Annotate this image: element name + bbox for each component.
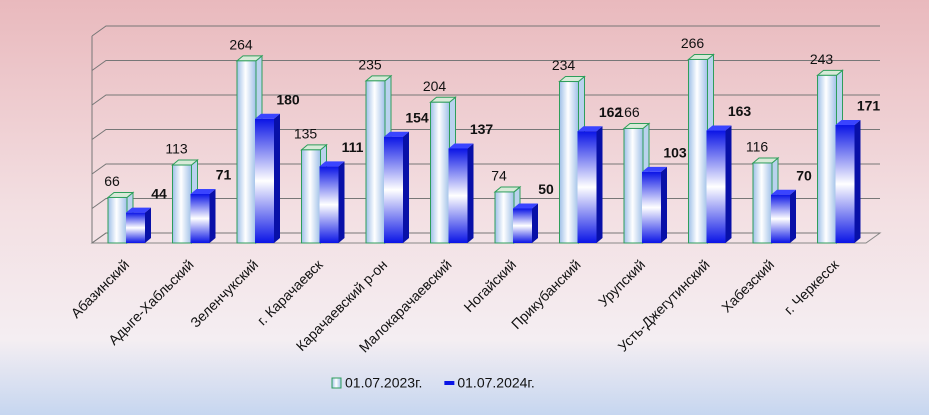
data-label: 163 xyxy=(728,103,752,119)
bar xyxy=(319,166,339,243)
grid-line xyxy=(91,129,880,140)
data-label: 154 xyxy=(405,109,429,125)
data-label: 243 xyxy=(810,51,834,67)
data-label: 204 xyxy=(423,78,447,94)
bar xyxy=(384,136,403,243)
grid-line xyxy=(91,163,880,175)
bar xyxy=(513,208,532,243)
bar xyxy=(236,60,257,244)
data-label: 103 xyxy=(663,145,687,161)
bar-top xyxy=(642,166,667,172)
data-label: 70 xyxy=(796,167,812,183)
grid-line xyxy=(91,25,880,37)
grid-line xyxy=(91,198,880,209)
legend-label: 01.07.2023г. xyxy=(345,375,422,391)
bar xyxy=(706,130,726,243)
data-label: 137 xyxy=(470,121,494,137)
bar xyxy=(107,196,128,244)
bar xyxy=(172,164,192,244)
data-label: 71 xyxy=(216,167,232,183)
legend-swatch xyxy=(444,381,455,385)
data-label: 264 xyxy=(229,37,253,53)
bar xyxy=(577,131,597,243)
bar-top xyxy=(126,207,151,213)
bar xyxy=(817,74,837,244)
bar xyxy=(494,191,515,244)
grid-line xyxy=(91,60,880,71)
data-label: 162 xyxy=(599,104,623,120)
data-label: 234 xyxy=(552,57,576,73)
bar xyxy=(835,125,855,243)
data-label: 66 xyxy=(104,173,120,189)
bar-top xyxy=(513,203,538,209)
data-label: 180 xyxy=(276,92,300,108)
bar-top xyxy=(190,189,216,195)
bar-side xyxy=(725,125,732,243)
bar-side xyxy=(596,126,603,243)
bar xyxy=(365,80,386,244)
legend-label: 01.07.2024г. xyxy=(457,375,534,391)
bar-top xyxy=(384,131,409,137)
bar-side xyxy=(338,161,345,243)
bar-top xyxy=(577,126,603,132)
data-label: 116 xyxy=(746,139,769,155)
bar-top xyxy=(255,113,280,119)
bar-side xyxy=(854,120,861,243)
data-label: 111 xyxy=(342,139,364,155)
bar xyxy=(190,194,210,243)
data-label: 135 xyxy=(294,126,318,142)
bar-side xyxy=(467,143,474,243)
data-label: 44 xyxy=(151,185,167,201)
legend-swatch xyxy=(331,377,342,389)
data-label: 50 xyxy=(538,181,554,197)
bar xyxy=(623,127,644,244)
bar xyxy=(752,162,773,244)
bar xyxy=(448,148,468,243)
bar xyxy=(430,101,450,244)
bar-side xyxy=(145,207,151,243)
bar-side xyxy=(403,131,409,243)
bar xyxy=(126,212,145,243)
bar xyxy=(559,81,579,244)
grid-line xyxy=(91,232,880,244)
bar-side xyxy=(274,113,280,243)
data-label: 266 xyxy=(681,35,705,51)
bar xyxy=(688,58,708,244)
bar-top xyxy=(771,189,796,195)
data-label: 113 xyxy=(165,141,188,157)
data-label: 171 xyxy=(857,98,881,114)
data-label: 235 xyxy=(358,57,382,73)
bar xyxy=(255,118,274,243)
bar-top xyxy=(319,161,345,167)
bar-top xyxy=(706,125,732,131)
bar-side xyxy=(532,203,538,243)
data-label: 166 xyxy=(616,104,640,120)
data-label: 74 xyxy=(491,168,507,184)
bar-side xyxy=(790,189,796,243)
bar xyxy=(771,194,790,243)
bar-side xyxy=(209,189,216,243)
bar-top xyxy=(835,120,861,126)
bar-side xyxy=(661,166,667,243)
bar-top xyxy=(448,143,474,149)
bar xyxy=(642,171,661,243)
bar xyxy=(301,149,321,244)
grid-line xyxy=(91,94,880,106)
